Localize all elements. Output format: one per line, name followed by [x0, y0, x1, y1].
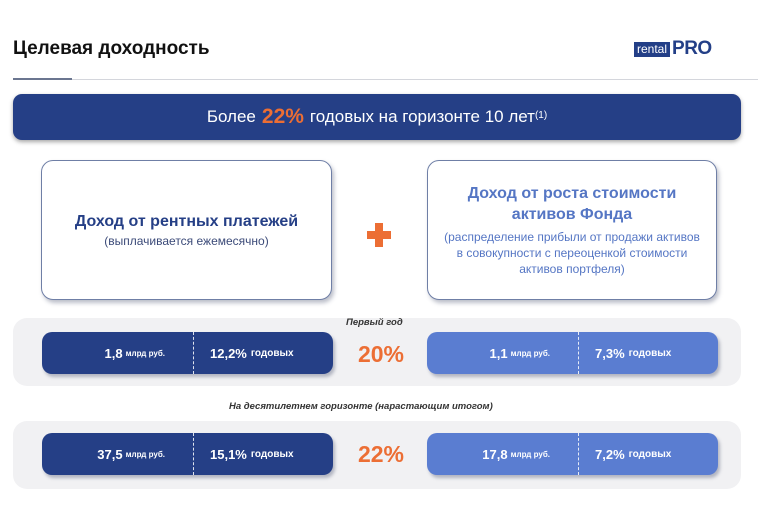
- amount-unit: млрд руб.: [125, 449, 165, 459]
- ten-year-label: На десятилетнем горизонте (нарастающим и…: [229, 401, 493, 412]
- rate-value: 12,2%: [210, 345, 247, 361]
- asset-growth-card: Доход от роста стоимости активов Фонда (…: [427, 160, 717, 300]
- amount-unit: млрд руб.: [510, 449, 550, 459]
- banner-suffix: годовых на горизонте 10 лет: [309, 107, 535, 126]
- page-title: Целевая доходность: [13, 38, 210, 59]
- first-year-growth-pill: 1,1 млрд руб. 7,3% годовых: [427, 332, 718, 374]
- ten-year-rent-pill: 37,5 млрд руб. 15,1% годовых: [42, 433, 333, 475]
- title-divider-accent: [13, 78, 72, 80]
- growth-amount: 17,8 млрд руб.: [427, 433, 579, 475]
- amount-unit: млрд руб.: [125, 348, 165, 358]
- amount-unit: млрд руб.: [510, 348, 550, 358]
- first-year-total: 20%: [357, 341, 405, 367]
- rentalpro-logo: rental PRO: [634, 38, 712, 59]
- banner-prefix: Более: [206, 107, 256, 126]
- headline-banner: Более 22% годовых на горизонте 10 лет (1…: [13, 94, 741, 140]
- rate-value: 15,1%: [210, 446, 247, 462]
- amount-value: 1,8: [104, 345, 123, 361]
- rate-value: 7,3%: [595, 345, 625, 361]
- logo-pro-text: PRO: [672, 38, 712, 59]
- rate-unit: годовых: [628, 347, 672, 359]
- banner-highlight: 22%: [261, 105, 304, 128]
- rate-unit: годовых: [250, 448, 294, 460]
- rent-income-title: Доход от рентных платежей: [74, 212, 299, 230]
- asset-growth-subtitle: (распределение прибыли от продажи активо…: [444, 230, 700, 276]
- plus-icon: [367, 223, 391, 247]
- asset-growth-title: Доход от роста стоимости активов Фонда: [467, 185, 677, 223]
- growth-amount: 1,1 млрд руб.: [427, 332, 579, 374]
- ten-year-growth-pill: 17,8 млрд руб. 7,2% годовых: [427, 433, 718, 475]
- ten-year-total: 22%: [357, 441, 405, 467]
- amount-value: 17,8: [482, 446, 508, 462]
- amount-value: 1,1: [489, 345, 508, 361]
- logo-rental-text: rental: [634, 41, 671, 57]
- rent-amount: 1,8 млрд руб.: [42, 332, 194, 374]
- rent-income-subtitle: (выплачивается ежемесячно): [104, 233, 269, 248]
- rent-rate: 15,1% годовых: [194, 433, 333, 475]
- rate-value: 7,2%: [595, 446, 625, 462]
- first-year-label: Первый год: [346, 317, 403, 328]
- amount-value: 37,5: [97, 446, 123, 462]
- rate-unit: годовых: [628, 448, 672, 460]
- rent-income-card: Доход от рентных платежей (выплачивается…: [41, 160, 332, 300]
- title-divider: [13, 79, 758, 80]
- first-year-rent-pill: 1,8 млрд руб. 12,2% годовых: [42, 332, 333, 374]
- growth-rate: 7,2% годовых: [579, 433, 718, 475]
- rent-amount: 37,5 млрд руб.: [42, 433, 194, 475]
- banner-footnote: (1): [534, 109, 548, 121]
- rate-unit: годовых: [250, 347, 294, 359]
- growth-rate: 7,3% годовых: [579, 332, 718, 374]
- rent-rate: 12,2% годовых: [194, 332, 333, 374]
